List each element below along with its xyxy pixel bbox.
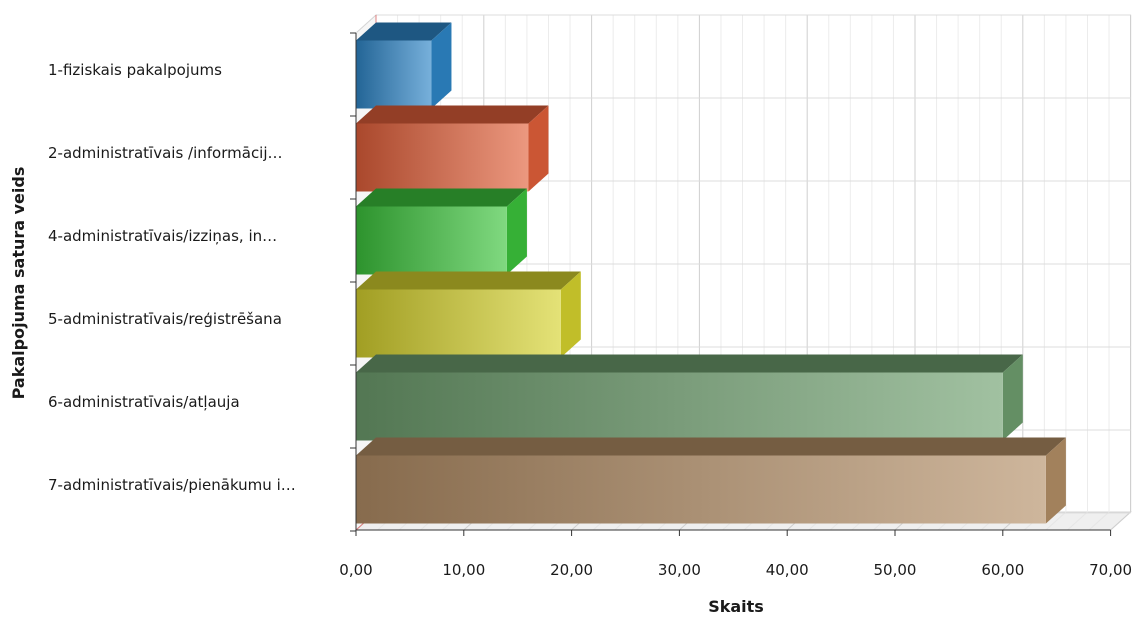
bar-top-face xyxy=(356,437,1066,456)
floor-gridline xyxy=(1067,511,1088,531)
category-label: 7-administratīvais/pienākumu i… xyxy=(48,476,296,494)
bar-top-face xyxy=(356,105,549,124)
bar-top-face xyxy=(356,354,1023,373)
y-axis-title: Pakalpojuma satura veids xyxy=(9,167,28,400)
bar-6 xyxy=(356,437,1066,524)
bar-4 xyxy=(356,271,581,358)
bar-front-face xyxy=(356,372,1003,441)
bar-5 xyxy=(356,354,1023,441)
category-label: 2-administratīvais /informācij… xyxy=(48,144,283,162)
bar-front-face xyxy=(356,455,1046,524)
floor-gridline xyxy=(1110,511,1131,531)
bar-front-face xyxy=(356,123,529,192)
bar-top-face xyxy=(356,188,527,207)
floor-gridline xyxy=(1045,511,1067,531)
category-label: 5-administratīvais/reģistrēšana xyxy=(48,310,282,328)
bars xyxy=(356,22,1066,524)
x-tick-label: 50,00 xyxy=(874,561,917,579)
x-tick-label: 20,00 xyxy=(550,561,593,579)
category-label: 4-administratīvais/izziņas, in… xyxy=(48,227,277,245)
bar-side-face xyxy=(431,22,452,109)
bar-top-face xyxy=(356,271,581,290)
x-tick-label: 10,00 xyxy=(442,561,485,579)
bar-side-face xyxy=(506,188,527,275)
bar-1 xyxy=(356,22,452,109)
bar-side-face xyxy=(1002,354,1023,441)
category-label: 1-fiziskais pakalpojums xyxy=(48,61,222,79)
bar-2 xyxy=(356,105,549,192)
x-tick-label: 0,00 xyxy=(339,561,372,579)
bar-front-face xyxy=(356,289,561,358)
axes: 1-fiziskais pakalpojums 2-administratīvai… xyxy=(48,32,1132,579)
bar-side-face xyxy=(528,105,549,192)
x-tick-label: 60,00 xyxy=(981,561,1024,579)
bar-3 xyxy=(356,188,527,275)
category-label: 6-administratīvais/atļauja xyxy=(48,393,240,411)
bar-side-face xyxy=(1045,437,1066,524)
x-tick-label: 30,00 xyxy=(658,561,701,579)
bar-side-face xyxy=(560,271,581,358)
bar-top-face xyxy=(356,22,452,41)
x-tick-label: 40,00 xyxy=(766,561,809,579)
floor-gridline xyxy=(1088,511,1110,531)
x-tick-label: 70,00 xyxy=(1089,561,1132,579)
bar-front-face xyxy=(356,206,507,275)
x-axis-title: Skaits xyxy=(708,597,764,616)
bar-front-face xyxy=(356,40,432,109)
